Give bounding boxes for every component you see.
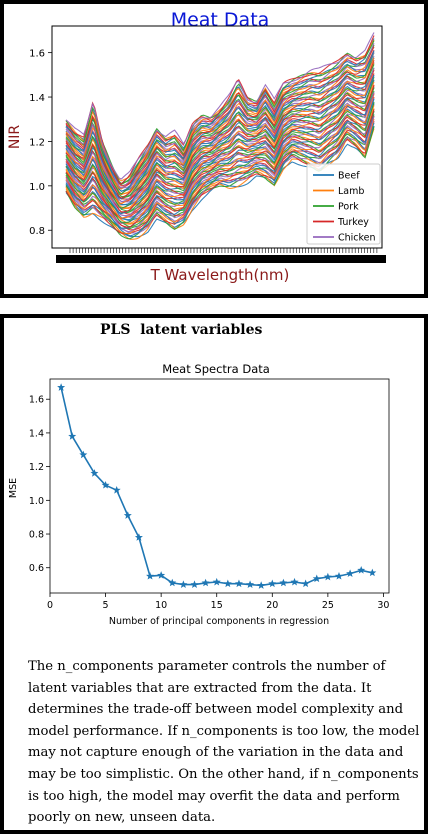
components-tick-label: 20: [266, 600, 278, 611]
nir-tick-label: 1.4: [29, 93, 45, 104]
meat-data-title: Meat Data: [171, 9, 270, 31]
mse-tick-label: 1.4: [29, 428, 44, 439]
mse-point: [234, 579, 243, 588]
spectrum-line: [65, 74, 375, 206]
mse-point: [290, 577, 299, 586]
mse-point: [368, 568, 377, 577]
components-tick-label: 25: [322, 600, 334, 611]
meat-data-chart: Meat Data 0.8 1.0 1.2 1.4 1.6 NIR T Waveleng…: [7, 9, 386, 284]
spectrum-line: [65, 84, 375, 213]
nir-tick-label: 0.8: [29, 226, 45, 237]
mse-chart-title: Meat Spectra Data: [162, 362, 270, 376]
nir-axis-label: NIR: [7, 125, 23, 150]
mse-point: [79, 450, 88, 459]
spectrum-line: [65, 35, 375, 185]
mse-tick-label: 0.6: [29, 563, 44, 574]
spectrum-line: [65, 32, 375, 180]
mse-point: [312, 574, 321, 583]
mse-point: [301, 579, 310, 588]
mse-point: [90, 469, 99, 477]
mse-point: [190, 580, 199, 588]
spectrum-line: [65, 116, 375, 233]
mse-point: [279, 578, 288, 587]
pls-heading: PLS latent variables: [100, 322, 263, 338]
mse-tick-label: 1.0: [29, 496, 44, 507]
legend-label: Chicken: [338, 233, 376, 244]
spectrum-line: [65, 98, 375, 221]
spectrum-line: [65, 57, 375, 195]
legend-label: Pork: [338, 202, 359, 213]
legend-label: Turkey: [337, 217, 369, 228]
mse-point: [334, 571, 343, 580]
spectrum-line: [65, 42, 375, 189]
nir-tick-label: 1.2: [29, 137, 45, 148]
mse-tick-label: 0.8: [29, 530, 44, 541]
mse-point: [257, 581, 266, 589]
meat-legend: Beef Lamb Pork Turkey Chicken: [306, 163, 381, 245]
mse-point: [346, 569, 355, 578]
mse-point: [223, 579, 232, 588]
components-tick-label: 0: [47, 600, 53, 611]
mse-point: [157, 571, 166, 579]
spectrum-line: [65, 86, 375, 215]
components-tick-label: 15: [211, 600, 223, 611]
spectrum-line: [65, 62, 375, 200]
n-components-description: The n_components parameter controls the …: [28, 659, 420, 826]
mse-axis-label: MSE: [8, 478, 19, 498]
mse-point: [179, 580, 188, 588]
components-tick-label: 30: [377, 600, 389, 611]
components-axis-label: Number of principal components in regres…: [109, 616, 329, 627]
spectrum-line: [65, 79, 375, 210]
mse-point: [168, 578, 177, 587]
spectrum-line: [65, 93, 375, 219]
spectrum-line: [65, 76, 375, 209]
mse-point: [134, 533, 143, 541]
spectrum-line: [65, 101, 375, 223]
meat-data-panel: Meat Data 0.8 1.0 1.2 1.4 1.6 NIR T Waveleng…: [0, 0, 428, 298]
spectrum-line: [65, 118, 375, 235]
mse-markers: [57, 383, 377, 589]
mse-tick-label: 1.6: [29, 395, 44, 406]
mse-line: [60, 387, 373, 587]
nir-tick-label: 1.6: [29, 49, 45, 60]
wavelength-axis-label: T Wavelength(nm): [150, 266, 290, 284]
wavelength-ticks: [56, 248, 386, 263]
mse-point: [57, 383, 66, 391]
legend-box: [306, 163, 381, 245]
mse-point: [246, 580, 255, 588]
mse-chart: Meat Spectra Data 0 5 10 15 20 25 30 0.6 0.8 1.0…: [8, 362, 390, 627]
mse-point: [268, 579, 277, 588]
pls-panel: PLS latent variables Meat Spectra Data 0…: [0, 314, 428, 834]
spectrum-line: [65, 111, 375, 229]
mse-point: [323, 572, 332, 581]
nir-axis-ticks: 0.8 1.0 1.2 1.4 1.6: [29, 49, 52, 237]
spectrum-line: [65, 60, 375, 199]
mse-point: [201, 578, 210, 587]
spectrum-line: [65, 40, 375, 185]
mse-point: [68, 432, 77, 440]
mse-point: [212, 577, 221, 586]
spectrum-line: [65, 69, 375, 205]
mse-tick-label: 1.2: [29, 462, 44, 473]
mse-plot-frame: [49, 378, 390, 594]
components-tick-label: 10: [155, 600, 167, 611]
mse-axis-ticks: 0.6 0.8 1.0 1.2 1.4 1.6: [29, 395, 50, 574]
spectrum-line: [65, 52, 375, 195]
components-tick-label: 5: [103, 600, 109, 611]
meat-plot-frame: [51, 25, 383, 249]
legend-label: Lamb: [338, 186, 364, 197]
mse-point: [112, 486, 121, 494]
components-axis-ticks: 0 5 10 15 20 25 30: [47, 593, 389, 611]
mse-point: [101, 480, 110, 489]
nir-tick-label: 1.0: [29, 182, 45, 193]
mse-point: [123, 511, 132, 519]
wavelength-tick-labels: [56, 255, 386, 263]
legend-label: Beef: [338, 171, 360, 182]
spectra-lines: [65, 32, 375, 240]
mse-point: [357, 566, 366, 574]
mse-point: [146, 571, 155, 580]
